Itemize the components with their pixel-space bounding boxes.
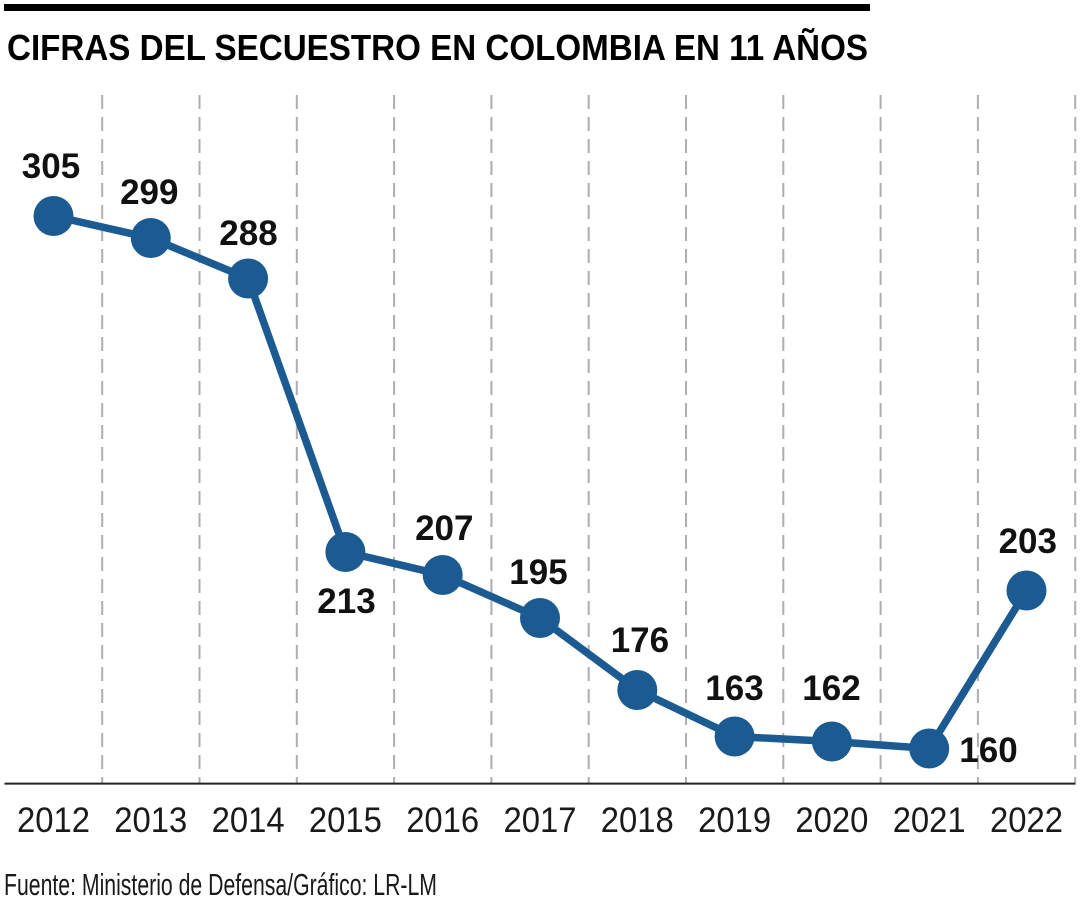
svg-text:207: 207 (415, 509, 473, 548)
svg-text:2013: 2013 (114, 801, 187, 840)
svg-text:2015: 2015 (309, 801, 382, 840)
svg-text:2016: 2016 (406, 801, 479, 840)
svg-text:162: 162 (802, 669, 860, 708)
svg-text:2017: 2017 (504, 801, 577, 840)
svg-text:203: 203 (999, 522, 1057, 561)
svg-text:176: 176 (611, 621, 669, 660)
svg-text:288: 288 (219, 214, 277, 253)
svg-text:2012: 2012 (17, 801, 90, 840)
svg-text:2020: 2020 (795, 801, 868, 840)
svg-text:160: 160 (959, 731, 1017, 770)
svg-text:2018: 2018 (601, 801, 674, 840)
svg-text:195: 195 (509, 553, 567, 592)
svg-text:CIFRAS DEL SECUESTRO EN COLOMB: CIFRAS DEL SECUESTRO EN COLOMBIA EN 11 A… (7, 26, 868, 68)
svg-text:2022: 2022 (990, 801, 1063, 840)
svg-text:213: 213 (317, 582, 375, 621)
svg-text:Fuente: Ministerio de Defensa/: Fuente: Ministerio de Defensa/Gráfico: L… (4, 867, 437, 900)
svg-text:2014: 2014 (212, 801, 285, 840)
svg-text:2019: 2019 (698, 801, 771, 840)
svg-text:163: 163 (705, 669, 763, 708)
svg-text:305: 305 (22, 147, 80, 186)
svg-text:2021: 2021 (893, 801, 966, 840)
svg-text:299: 299 (120, 173, 178, 212)
